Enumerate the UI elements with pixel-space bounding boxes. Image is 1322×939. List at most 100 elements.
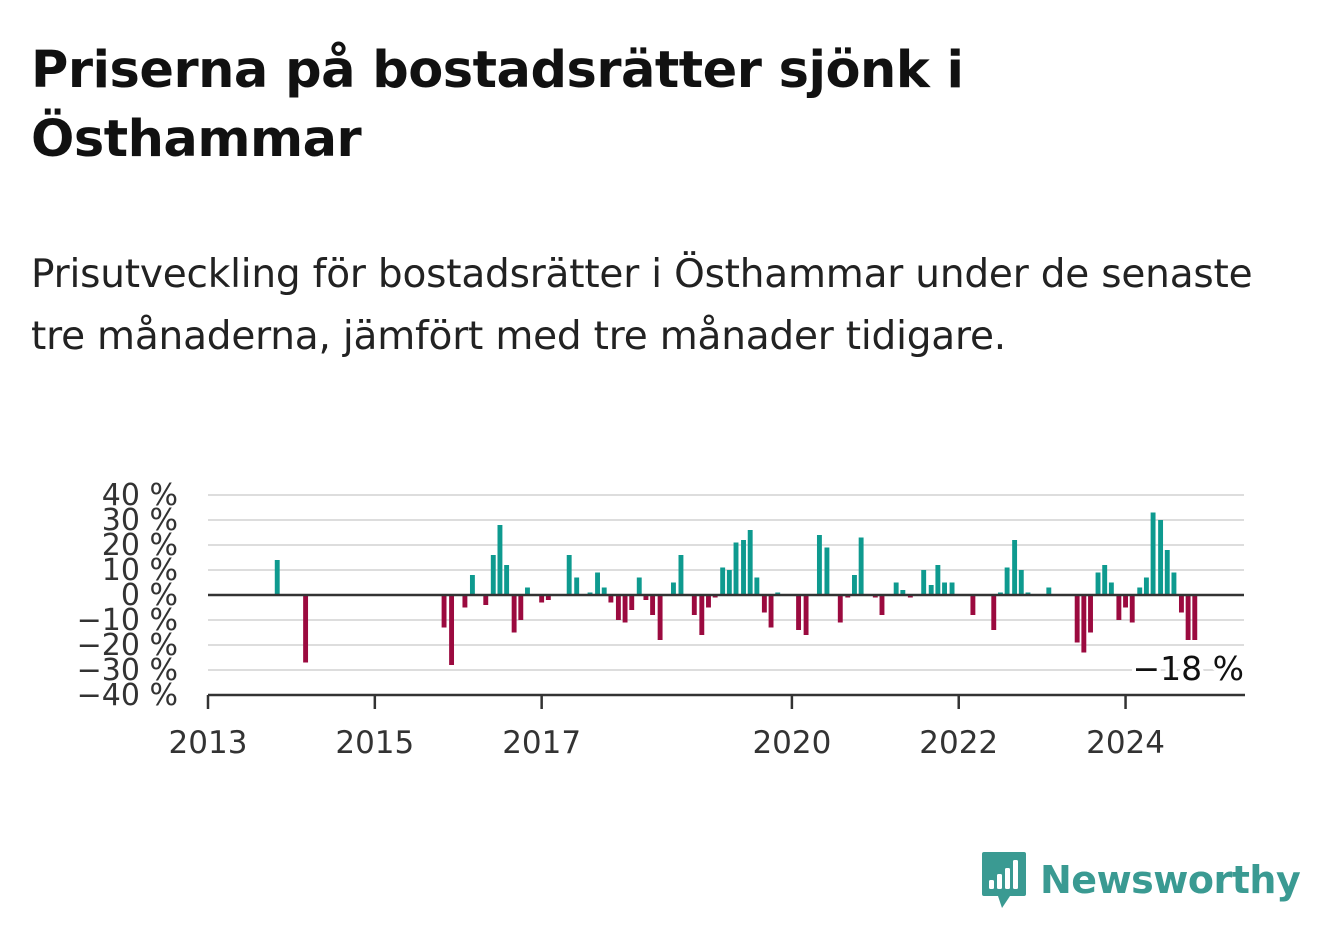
x-tick-label: 2013 — [169, 725, 248, 761]
bar-positive — [636, 577, 642, 595]
bar-positive — [858, 537, 864, 595]
bar-positive — [733, 542, 739, 595]
bar-positive — [1108, 582, 1114, 595]
bar-negative — [462, 595, 468, 608]
bar-positive — [671, 582, 676, 595]
bar-negative — [796, 595, 802, 630]
bar-positive — [942, 582, 947, 595]
bar-positive — [1150, 512, 1156, 595]
price-change-bar-chart: 40 %30 %20 %10 %0 %−10 %−20 %−30 %−40 % 2… — [77, 478, 1248, 761]
y-tick-label: −10 % — [77, 603, 178, 638]
chart-subtitle: Prisutveckling för bostadsrätter i Östha… — [31, 252, 1253, 359]
bar-positive — [1046, 587, 1052, 595]
bar-negative — [970, 595, 976, 615]
bar-negative — [539, 595, 545, 603]
bar-positive — [1143, 577, 1149, 595]
bar-negative — [691, 595, 697, 615]
bar-negative — [1116, 595, 1122, 620]
bar-negative — [768, 595, 774, 628]
y-tick-label: 30 % — [102, 503, 178, 538]
bar-positive — [1171, 572, 1177, 595]
bar-negative — [1192, 595, 1198, 640]
x-tick-label: 2017 — [502, 725, 581, 761]
latest-value-annotation: −18 % — [1133, 649, 1245, 688]
bar-positive — [816, 535, 822, 595]
bar-negative — [629, 595, 635, 610]
bar-positive — [928, 585, 934, 595]
bar-negative — [706, 595, 711, 608]
bar-positive — [935, 565, 941, 595]
x-tick-label: 2022 — [919, 725, 998, 761]
bar-negative — [449, 595, 455, 665]
bar-positive — [900, 590, 906, 595]
bar-positive — [601, 587, 607, 595]
bar-negative — [991, 595, 997, 630]
bar-negative — [699, 595, 705, 635]
bar-negative — [1074, 595, 1080, 643]
bar-positive — [469, 575, 475, 595]
bar-negative — [1129, 595, 1135, 623]
bar-positive — [720, 567, 726, 595]
bar-positive — [574, 577, 580, 595]
bar-negative — [1081, 595, 1087, 653]
bar-negative — [622, 595, 628, 623]
bar-positive — [1164, 550, 1170, 595]
bar-positive — [678, 555, 684, 595]
bar-positive — [595, 572, 600, 595]
bar-negative — [615, 595, 621, 620]
bar-negative — [837, 595, 843, 623]
bar-positive — [1102, 565, 1108, 595]
newsworthy-bar-chart-icon — [982, 852, 1026, 908]
y-tick-label: −20 % — [77, 628, 178, 663]
bar-positive — [490, 555, 496, 595]
bar-negative — [1088, 595, 1093, 633]
x-tick-label: 2015 — [335, 725, 414, 761]
brand-name: Newsworthy — [1040, 858, 1301, 902]
y-tick-label: 20 % — [102, 528, 178, 563]
bar-negative — [1185, 595, 1191, 640]
bar-negative — [1123, 595, 1129, 608]
y-tick-label: 0 % — [121, 578, 178, 613]
bar-positive — [1137, 587, 1143, 595]
bar-negative — [441, 595, 447, 628]
bar-negative — [303, 595, 309, 663]
bar-positive — [754, 577, 760, 595]
bar-positive — [1158, 520, 1164, 595]
bar-negative — [1178, 595, 1184, 613]
bar-positive — [852, 575, 857, 595]
bar-positive — [566, 555, 572, 595]
y-tick-label: −30 % — [77, 653, 178, 688]
bar-positive — [824, 547, 830, 595]
bar-positive — [497, 525, 503, 595]
bar-positive — [726, 570, 732, 595]
bar-negative — [803, 595, 809, 635]
bar-positive — [741, 540, 746, 595]
bar-positive — [747, 530, 753, 595]
y-tick-label: 10 % — [102, 553, 178, 588]
bar-positive — [1004, 567, 1010, 595]
bar-negative — [650, 595, 656, 615]
bar-positive — [504, 565, 510, 595]
bar-positive — [525, 587, 530, 595]
bar-negative — [761, 595, 767, 613]
newsworthy-logo: Newsworthy — [980, 850, 1301, 910]
bar-positive — [1095, 572, 1101, 595]
bar-positive — [1012, 540, 1018, 595]
bar-negative — [483, 595, 489, 605]
bar-negative — [511, 595, 517, 633]
bar-negative — [879, 595, 885, 615]
bar-negative — [657, 595, 663, 640]
bar-positive — [921, 570, 927, 595]
bar-positive — [1018, 570, 1024, 595]
bar-positive — [274, 560, 280, 595]
y-tick-label: 40 % — [102, 478, 178, 513]
bar-negative — [545, 595, 551, 600]
bar-negative — [643, 595, 649, 600]
chart-title: Priserna på bostadsrätter sjönk i Östham… — [31, 41, 964, 169]
bar-negative — [518, 595, 524, 620]
bar-negative — [608, 595, 614, 603]
y-tick-label: −40 % — [77, 678, 178, 713]
x-tick-label: 2024 — [1086, 725, 1165, 761]
x-tick-label: 2020 — [752, 725, 831, 761]
bar-positive — [893, 582, 899, 595]
